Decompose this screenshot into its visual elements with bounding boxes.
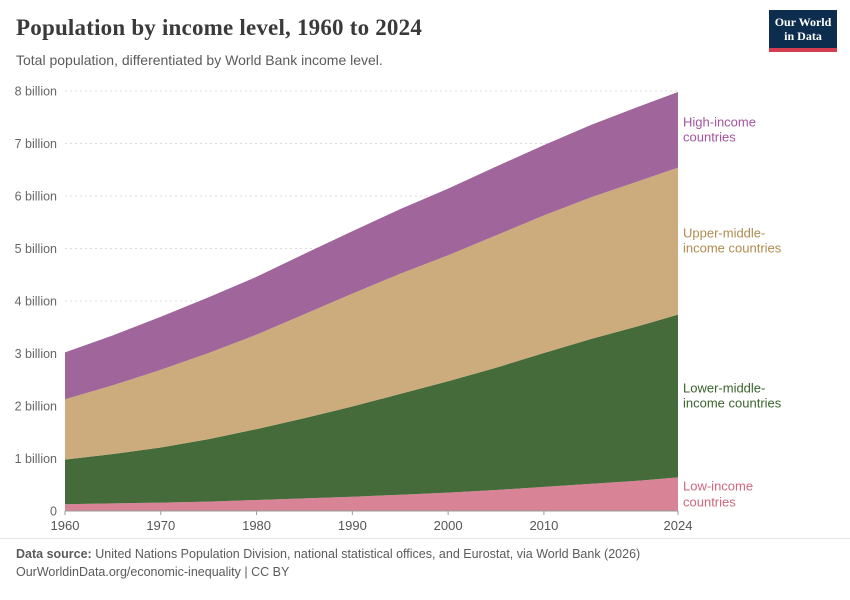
footer-source-line: Data source: United Nations Population D… [16,547,834,561]
svg-text:8 billion: 8 billion [15,85,57,99]
footer: Data source: United Nations Population D… [0,538,850,579]
svg-text:4 billion: 4 billion [15,295,57,309]
area-series[interactable] [65,92,678,511]
chart-title: Population by income level, 1960 to 2024 [16,15,423,40]
svg-text:2010: 2010 [529,518,558,533]
data-source-text: United Nations Population Division, nati… [95,547,641,561]
owid-logo-line2: in Data [784,29,822,43]
chart-subtitle: Total population, differentiated by Worl… [16,52,383,68]
svg-text:2000: 2000 [434,518,463,533]
svg-text:7 billion: 7 billion [15,137,57,151]
svg-text:1960: 1960 [51,518,80,533]
footer-divider: | [244,565,248,579]
svg-text:0: 0 [50,505,57,519]
svg-text:6 billion: 6 billion [15,190,57,204]
svg-text:5 billion: 5 billion [15,242,57,256]
axes: 0 1 billion 2 billion 3 billion 4 billion 5 b… [15,85,693,534]
svg-text:1970: 1970 [146,518,175,533]
svg-text:2024: 2024 [664,518,693,533]
footer-license-line: OurWorldinData.org/economic-inequality |… [16,565,834,579]
footer-link[interactable]: OurWorldinData.org/economic-inequality [16,565,241,579]
svg-text:1990: 1990 [338,518,367,533]
series-label-upper-middle-income-countries[interactable]: Upper-middle-income countries [683,225,782,257]
data-source-label: Data source: [16,547,92,561]
owid-logo[interactable]: Our World in Data [769,10,837,52]
svg-text:1980: 1980 [242,518,271,533]
svg-text:3 billion: 3 billion [15,347,57,361]
license-link[interactable]: CC BY [251,565,290,579]
owid-logo-line1: Our World [774,15,832,29]
series-label-lower-middle-income-countries[interactable]: Lower-middle-income countries [683,380,782,412]
series-label-low-income-countries[interactable]: Low-income countries [683,478,754,510]
svg-text:1 billion: 1 billion [15,452,57,466]
series-label-high-income-countries[interactable]: High-income countries [683,114,756,145]
svg-text:2 billion: 2 billion [15,400,57,414]
